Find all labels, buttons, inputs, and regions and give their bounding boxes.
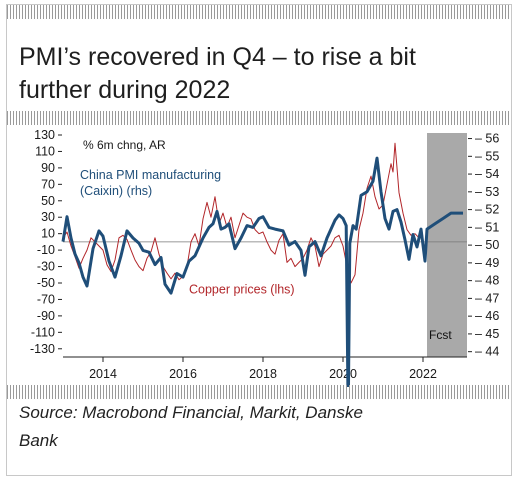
left-tick-label: 70 xyxy=(41,177,55,191)
left-tick-label: -90 xyxy=(37,309,55,323)
right-tick-label: – 52 xyxy=(475,203,499,217)
top-hatch-band xyxy=(7,5,511,19)
left-tick-label: -70 xyxy=(37,292,55,306)
right-tick-label: – 53 xyxy=(475,185,499,199)
right-tick-label: – 55 xyxy=(475,149,499,163)
left-tick-label: 110 xyxy=(35,144,55,158)
title-line-1: PMI’s recovered in Q4 – to rise a bit xyxy=(19,43,416,71)
forecast-label: Fcst xyxy=(429,328,452,342)
right-tick-label: – 47 xyxy=(475,291,499,305)
forecast-shade-layer xyxy=(427,133,467,357)
label-layer: Fcst % 6m chng, AR China PMI manufacturing… xyxy=(80,138,452,342)
x-tick-label: 2018 xyxy=(249,367,277,381)
left-axis-unit-label: % 6m chng, AR xyxy=(83,138,166,152)
x-tick-label: 2020 xyxy=(329,367,357,381)
source-note: Source: Macrobond Financial, Markit, Dan… xyxy=(19,399,489,455)
copper-prices-line xyxy=(62,142,424,284)
chart-area: 130 110 90 70 50 30 10 -10 -30 -50 -70 -90 -110 -130 –… xyxy=(7,125,511,419)
source-divider-hatch xyxy=(7,385,511,399)
left-tick-label: -110 xyxy=(31,325,55,339)
left-tick-label: -10 xyxy=(37,243,55,257)
chart-title: PMI’s recovered in Q4 – to rise a bit fu… xyxy=(19,41,499,107)
title-line-2: further during 2022 xyxy=(19,76,231,104)
right-tick-label: – 45 xyxy=(475,327,499,341)
left-tick-label: -30 xyxy=(37,260,55,274)
right-tick-label: – 51 xyxy=(475,220,499,234)
right-tick-label: – 46 xyxy=(475,309,499,323)
chart-card: PMI’s recovered in Q4 – to rise a bit fu… xyxy=(6,4,512,476)
left-tick-label: -130 xyxy=(30,342,55,356)
x-tick-label: 2016 xyxy=(169,367,197,381)
pmi-series-label-line-2: (Caixin) (rhs) xyxy=(80,184,152,198)
chart-svg: 130 110 90 70 50 30 10 -10 -30 -50 -70 -90 -110 -130 –… xyxy=(30,128,499,419)
x-tick-label: 2014 xyxy=(89,367,117,381)
china-pmi-line xyxy=(61,156,463,419)
series-layer xyxy=(61,142,463,419)
left-tick-label: 10 xyxy=(41,227,55,241)
left-tick-label: 30 xyxy=(41,210,55,224)
source-line-1: Source: Macrobond Financial, Markit, Dan… xyxy=(19,403,363,422)
x-tick-label: 2022 xyxy=(409,367,437,381)
forecast-shade xyxy=(427,133,467,357)
pmi-series-label-line-1: China PMI manufacturing xyxy=(80,168,221,182)
right-tick-label: – 50 xyxy=(475,238,499,252)
right-tick-label: – 56 xyxy=(475,132,499,146)
right-tick-label: – 44 xyxy=(475,345,499,359)
left-tick-label: 130 xyxy=(34,128,55,142)
copper-series-label: Copper prices (lhs) xyxy=(189,283,295,297)
title-divider-hatch xyxy=(7,111,511,125)
left-tick-label: 90 xyxy=(41,161,55,175)
source-line-2: Bank xyxy=(19,431,58,450)
right-tick-label: – 49 xyxy=(475,256,499,270)
right-tick-label: – 54 xyxy=(475,167,499,181)
left-tick-label: 50 xyxy=(41,194,55,208)
right-tick-label: – 48 xyxy=(475,274,499,288)
left-tick-label: -50 xyxy=(37,276,55,290)
